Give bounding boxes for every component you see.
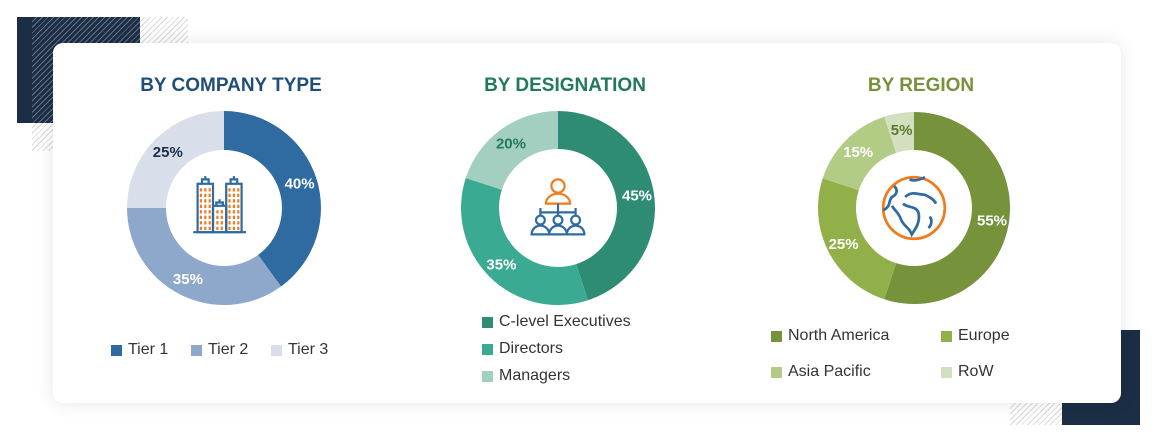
donut-chart: 55% 25% 15% 5%: [818, 112, 1010, 304]
data-label: 55%: [977, 212, 1007, 229]
legend-item: Tier 3: [271, 341, 328, 359]
legend-swatch: [771, 330, 782, 342]
data-label: 45%: [622, 187, 652, 204]
legend-swatch: [271, 344, 282, 356]
chart-card: BY COMPANY TYPE 40% 35% 25% Tier 1 Tier 2 Tie…: [53, 43, 1121, 403]
legend-item: North America: [771, 327, 889, 345]
legend-item: Europe: [941, 327, 1010, 345]
legend-label: Tier 3: [288, 341, 329, 358]
donut-slice-tier-3: [127, 111, 224, 208]
legend-swatch: [191, 344, 202, 356]
donut-slice-north-america: [884, 112, 1010, 304]
legend-item: C-level Executives: [482, 313, 631, 331]
data-label: 40%: [285, 175, 315, 192]
legend-label: Managers: [499, 367, 571, 384]
donut-slice-europe: [818, 178, 897, 300]
donut-slice-managers: [465, 111, 558, 190]
legend-item: Tier 1: [111, 341, 168, 359]
legend-swatch: [771, 366, 782, 378]
buildings-icon: [193, 176, 247, 234]
legend-label: C-level Executives: [499, 313, 631, 330]
legend-label: Europe: [958, 327, 1010, 344]
data-label: 35%: [173, 271, 203, 288]
chart-title: BY COMPANY TYPE: [140, 75, 322, 96]
data-label: 25%: [153, 144, 183, 161]
legend-label: North America: [788, 327, 890, 344]
panel-company-type: BY COMPANY TYPE 40% 35% 25% Tier 1 Tier 2 Tie…: [53, 43, 409, 403]
legend-item: Directors: [482, 340, 563, 358]
legend-label: Tier 2: [208, 341, 249, 358]
data-label: 15%: [843, 144, 873, 161]
decor-hatch-light: [32, 123, 54, 151]
legend-label: Directors: [499, 340, 564, 357]
panel-region: BY REGION 55% 25% 15% 5% North America Europe…: [743, 43, 1099, 403]
decor-hatch-light: [140, 17, 188, 43]
donut-slice-c-level-executives: [558, 111, 655, 301]
globe-icon: [881, 175, 947, 241]
legend-swatch: [482, 343, 493, 355]
data-label: 25%: [829, 236, 859, 253]
legend-item: Asia Pacific: [771, 363, 871, 381]
org-hierarchy-icon: [530, 178, 586, 236]
legend-label: RoW: [958, 363, 994, 380]
legend-item: Tier 2: [191, 341, 248, 359]
data-label: 20%: [496, 135, 526, 152]
legend-swatch: [482, 316, 493, 328]
chart-title: BY REGION: [867, 75, 975, 96]
legend-swatch: [111, 344, 122, 356]
data-label: 5%: [891, 122, 913, 139]
legend-swatch: [941, 366, 952, 378]
legend-label: Asia Pacific: [788, 363, 871, 380]
data-label: 35%: [486, 257, 516, 274]
donut-slice-asia-pacific: [822, 116, 897, 191]
chart-title: BY DESIGNATION: [484, 75, 646, 96]
legend-swatch: [941, 330, 952, 342]
legend-label: Tier 1: [128, 341, 169, 358]
legend-item: RoW: [941, 363, 994, 381]
donut-slice-row: [884, 112, 914, 153]
legend-item: Managers: [482, 367, 570, 385]
panel-designation: BY DESIGNATION 45% 35% 20% C-level Executiv…: [387, 43, 743, 403]
donut-slice-directors: [461, 178, 588, 305]
donut-chart: 45% 35% 20%: [461, 111, 655, 305]
donut-chart: 40% 35% 25%: [127, 111, 321, 305]
legend-swatch: [482, 370, 493, 382]
donut-slice-tier-2: [127, 208, 282, 305]
donut-slice-tier-1: [224, 111, 321, 287]
